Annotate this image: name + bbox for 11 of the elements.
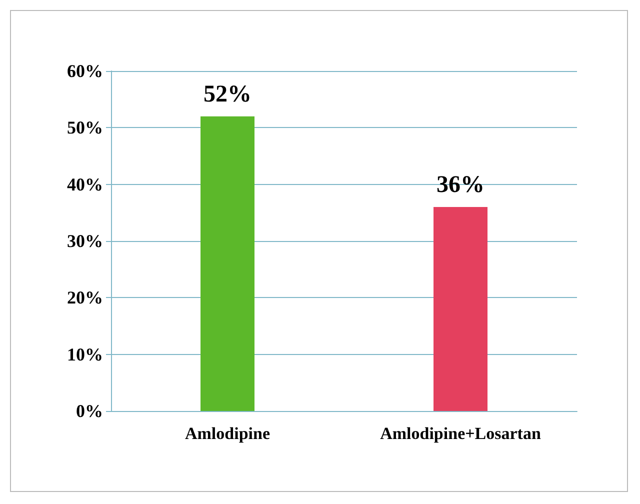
y-tick-label: 50% (67, 118, 103, 138)
x-tick-label: Amlodipine+Losartan (380, 424, 542, 443)
data-label: 36% (436, 172, 484, 198)
x-tick-label: Amlodipine (184, 424, 270, 443)
y-tick-label: 40% (67, 174, 103, 194)
y-tick-label: 10% (67, 344, 103, 364)
data-label: 52% (204, 81, 252, 108)
y-tick-label: 0% (76, 401, 103, 421)
y-tick-label: 60% (67, 61, 103, 81)
y-tick-label: 30% (67, 231, 103, 251)
y-tick-label: 20% (67, 288, 103, 308)
